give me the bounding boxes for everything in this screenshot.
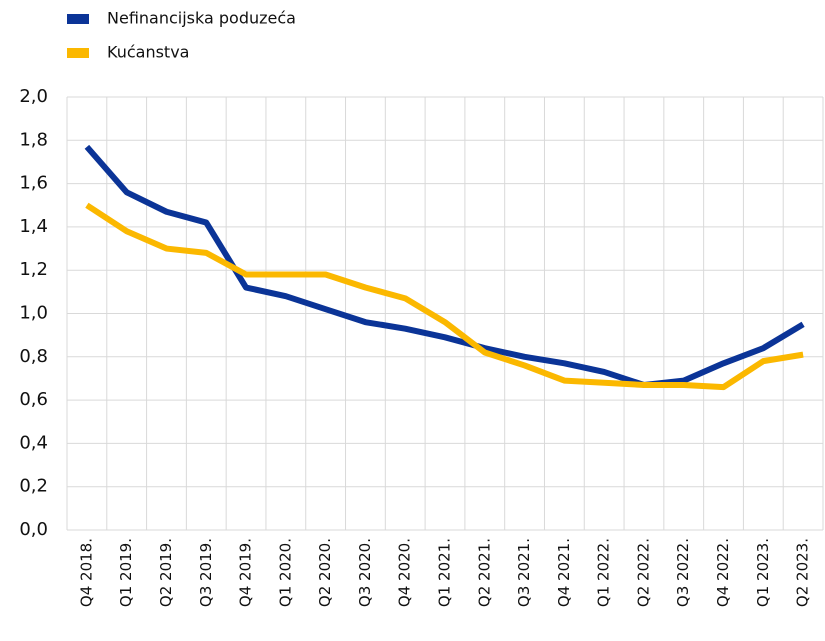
x-tick-label: Q1 2019. — [117, 538, 135, 607]
y-tick-label: 1,2 — [19, 259, 48, 280]
y-tick-label: 1,8 — [19, 129, 48, 150]
x-tick-label: Q1 2022. — [595, 538, 613, 607]
y-tick-label: 1,0 — [19, 303, 48, 324]
x-tick-label: Q3 2022. — [674, 538, 692, 607]
line — [84, 144, 805, 388]
y-tick-label: 2,0 — [19, 86, 48, 107]
y-tick-label: 0,0 — [19, 519, 48, 540]
x-tick-label: Q2 2019. — [157, 538, 175, 607]
x-tick-label: Q3 2020. — [356, 538, 374, 607]
legend-swatch — [67, 14, 89, 24]
y-tick-label: 0,4 — [19, 432, 48, 453]
y-tick-label: 0,6 — [19, 389, 48, 410]
y-tick-label: 0,2 — [19, 476, 48, 497]
x-tick-label: Q2 2023. — [794, 538, 812, 607]
y-tick-label: 1,6 — [19, 173, 48, 194]
x-tick-label: Q4 2019. — [237, 538, 255, 607]
x-tick-label: Q4 2022. — [714, 538, 732, 607]
x-tick-label: Q4 2021. — [555, 538, 573, 607]
x-tick-label: Q4 2018. — [77, 538, 95, 607]
y-tick-label: 0,8 — [19, 346, 48, 367]
x-tick-label: Q1 2021. — [436, 538, 454, 607]
x-tick-label: Q1 2023. — [754, 538, 772, 607]
x-tick-label: Q3 2019. — [197, 538, 215, 607]
legend-label: Nefinancijska poduzeća — [107, 9, 296, 28]
y-tick-label: 1,4 — [19, 216, 48, 237]
x-tick-label: Q2 2021. — [475, 538, 493, 607]
x-tick-label: Q2 2022. — [634, 538, 652, 607]
legend-label: Kućanstva — [107, 43, 189, 62]
x-tick-label: Q1 2020. — [276, 538, 294, 607]
line — [85, 202, 804, 391]
x-tick-label: Q3 2021. — [515, 538, 533, 607]
x-tick-label: Q2 2020. — [316, 538, 334, 607]
x-tick-label: Q4 2020. — [396, 538, 414, 607]
legend-swatch — [67, 48, 89, 58]
